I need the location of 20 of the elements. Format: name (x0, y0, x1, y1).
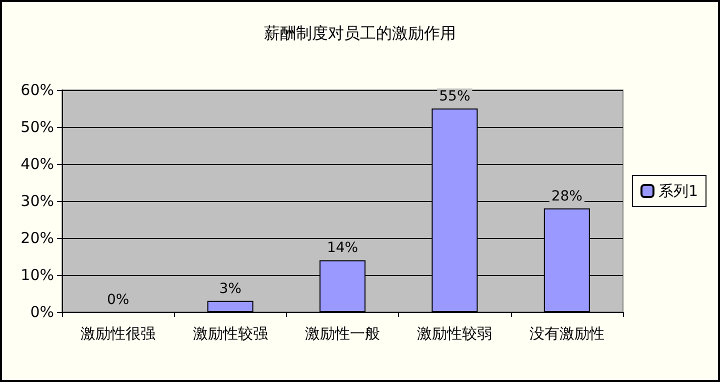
data-label: 28% (551, 188, 582, 204)
data-label: 0% (106, 292, 130, 308)
y-tick-label: 50% (20, 118, 54, 136)
y-tick-label: 20% (20, 229, 54, 247)
y-tick-label: 40% (20, 155, 54, 173)
x-tick-label: 激励性较弱 (417, 324, 492, 342)
x-tick-label: 激励性较强 (192, 324, 268, 342)
y-tick-label: 10% (20, 266, 54, 284)
y-tick-label: 0% (30, 303, 54, 321)
y-tick-label: 60% (20, 81, 54, 99)
data-label: 55% (439, 88, 470, 104)
bar (207, 300, 254, 312)
chart-title: 薪酬制度对员工的激励作用 (264, 24, 456, 42)
x-tick-label: 没有激励性 (529, 324, 604, 342)
legend-label: 系列1 (658, 182, 698, 200)
x-tick-label: 激励性一般 (305, 324, 380, 342)
x-tick-label: 激励性很强 (80, 324, 156, 342)
y-tick-label: 30% (20, 192, 54, 210)
data-label: 14% (326, 240, 358, 256)
data-label: 3% (219, 280, 242, 297)
